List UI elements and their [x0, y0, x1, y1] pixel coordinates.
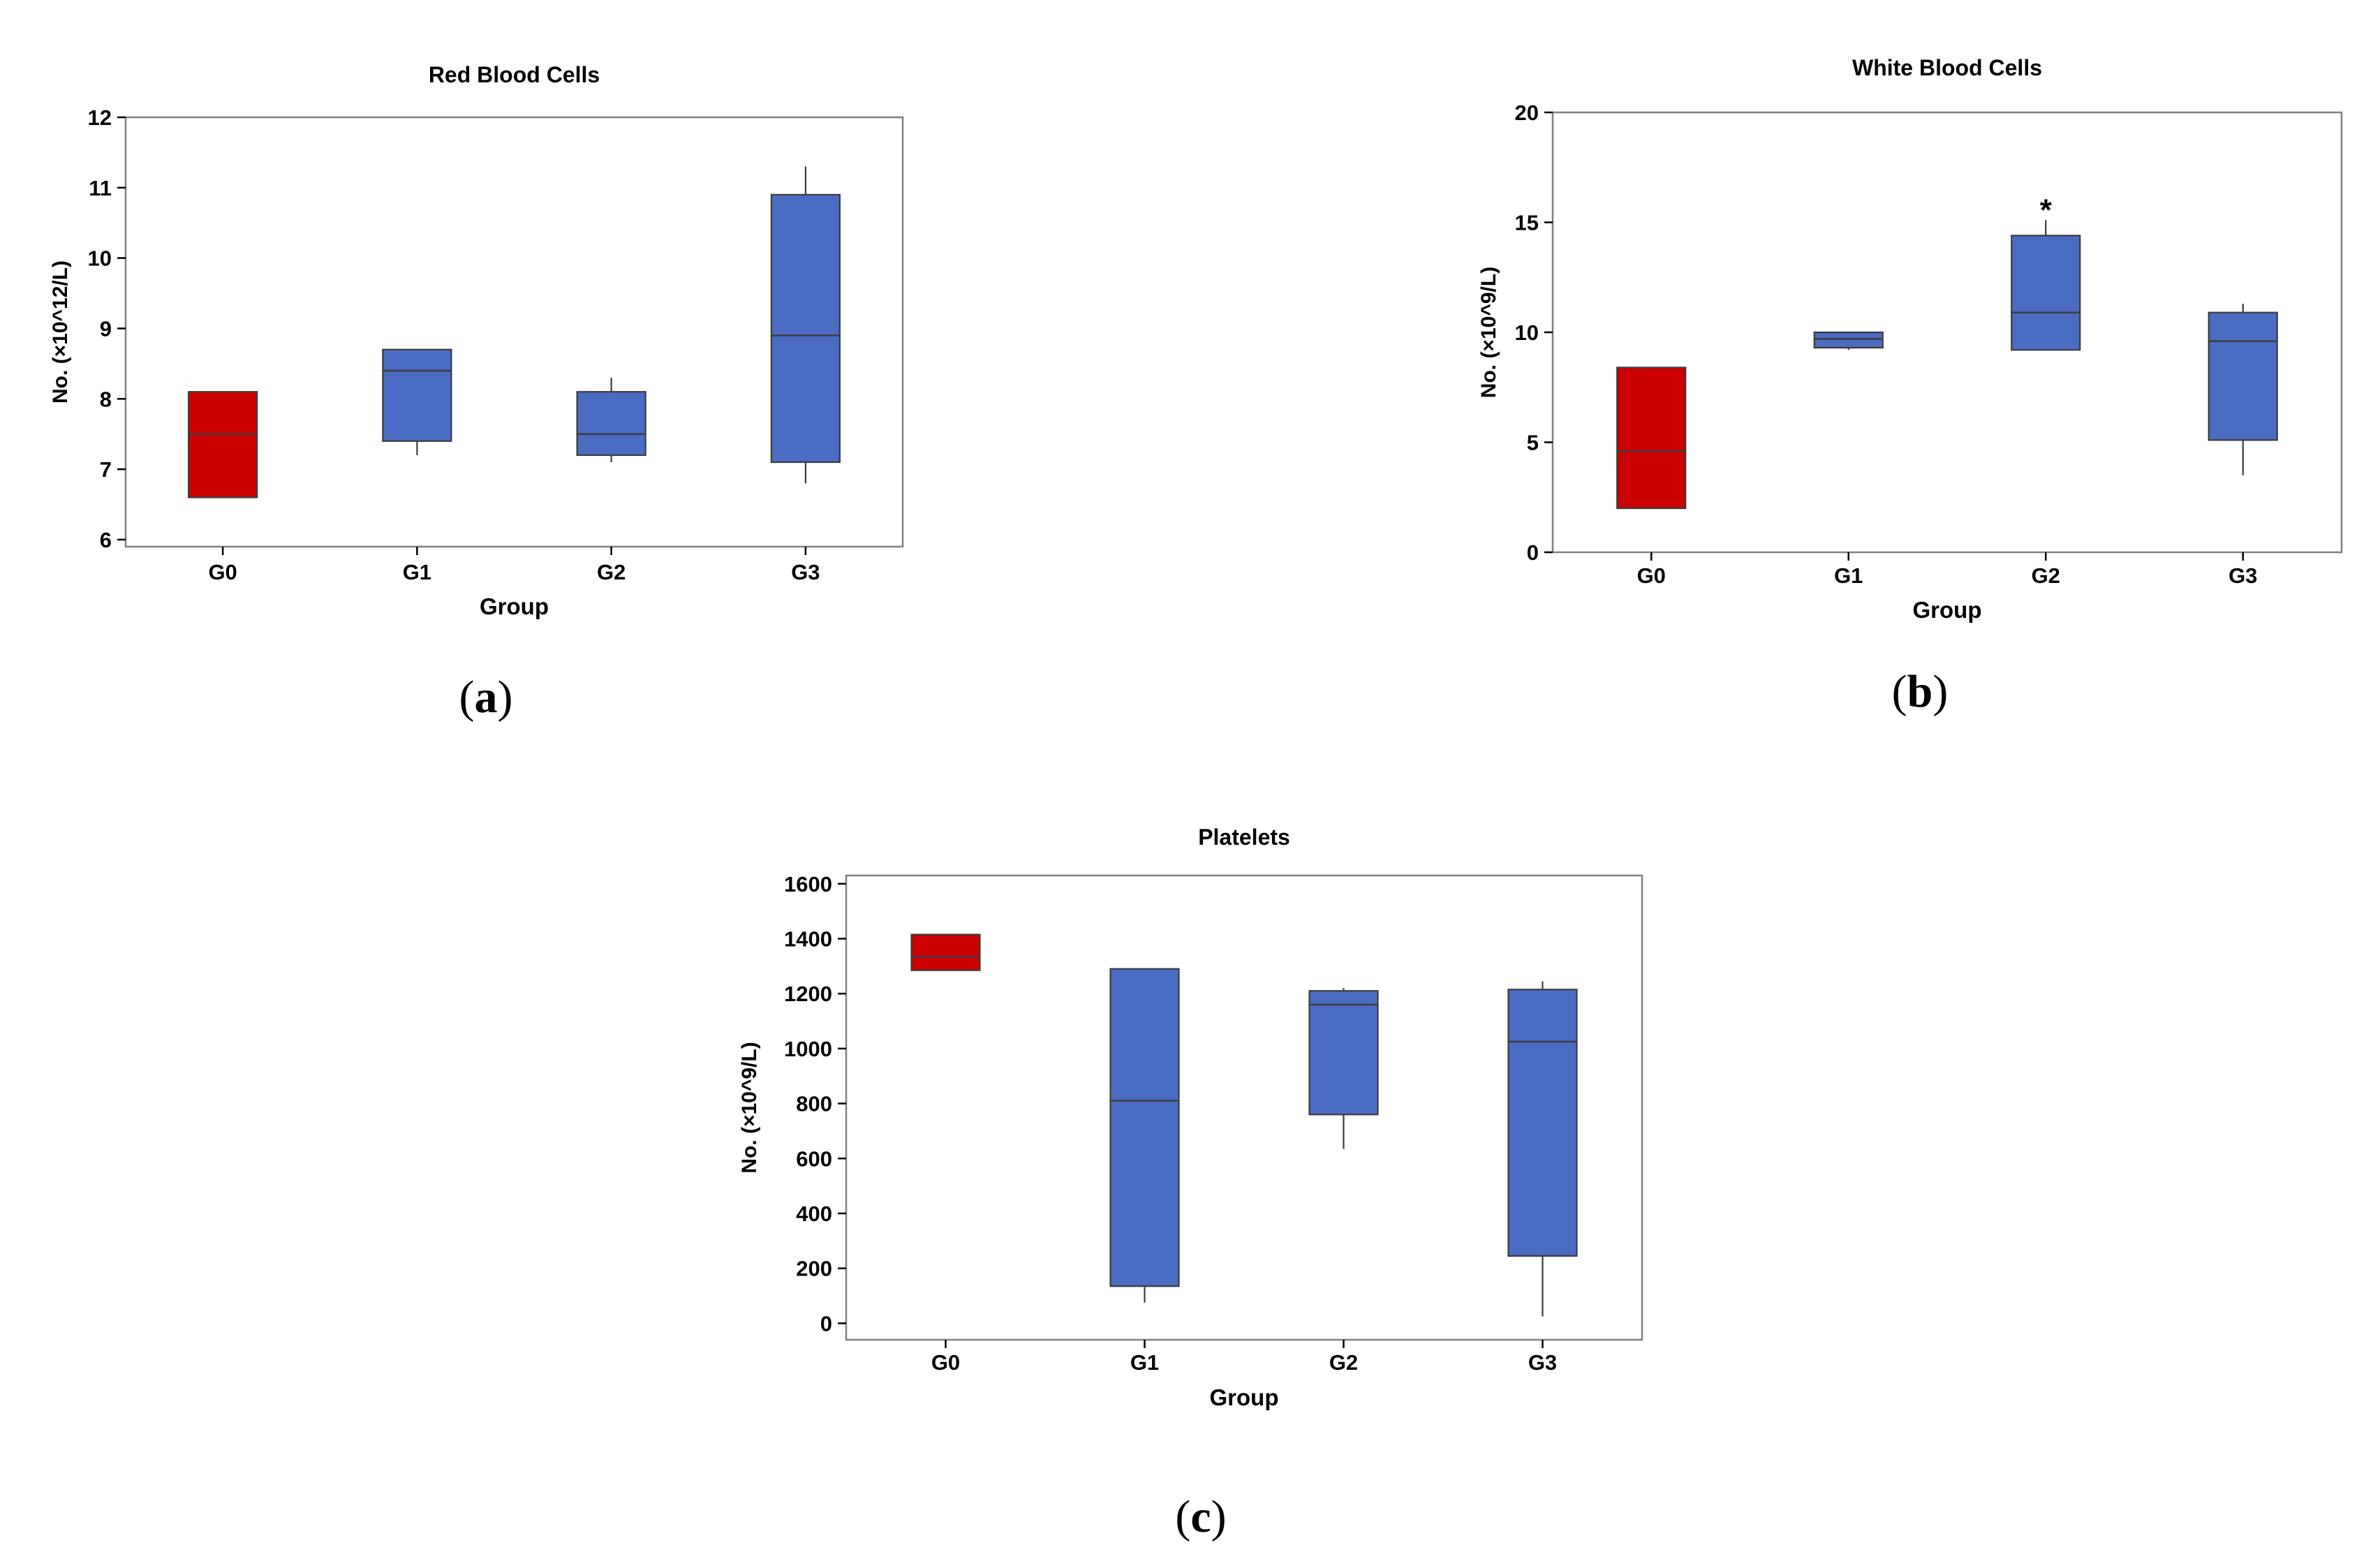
box-g3	[1507, 981, 1578, 1317]
x-tick-label: G1	[1130, 1350, 1159, 1375]
panel-label-open: (	[1175, 1491, 1190, 1542]
y-axis-label: No. (×10^9/L)	[738, 1042, 761, 1173]
panel-letter: b	[1907, 666, 1933, 717]
x-tick-label: G3	[2229, 563, 2257, 588]
y-tick-label: 1200	[784, 982, 832, 1006]
y-tick-label: 800	[796, 1092, 832, 1116]
box-g2	[576, 378, 646, 463]
y-tick-label: 6	[100, 528, 112, 552]
iqr-box	[2208, 311, 2278, 441]
x-tick-label: G0	[931, 1350, 960, 1375]
iqr-box	[1308, 990, 1379, 1116]
x-axis-label: Group	[1210, 1384, 1279, 1410]
y-tick-label: 1600	[784, 872, 832, 896]
x-tick-label: G3	[791, 560, 820, 584]
chart-title: White Blood Cells	[1852, 55, 2042, 80]
chart-title: Red Blood Cells	[429, 62, 600, 87]
box-g3	[770, 166, 841, 484]
chart-c: Platelets 0 200 400 600 800 1000 1200 1400 1600 G0…	[738, 825, 1643, 1410]
panel-label-close: )	[498, 672, 513, 723]
x-tick-label: G2	[597, 560, 626, 584]
box-g0	[188, 391, 258, 498]
y-tick-label: 11	[89, 176, 112, 200]
panel-label-open: (	[1892, 666, 1907, 717]
iqr-box	[910, 933, 981, 971]
x-axis-label: Group	[1913, 597, 1982, 623]
panel-letter: a	[475, 672, 498, 723]
panel-label-close: )	[1211, 1491, 1227, 1542]
plot-frame	[124, 116, 904, 548]
iqr-box	[770, 193, 841, 464]
iqr-box	[1813, 331, 1884, 349]
x-tick-label: G1	[1834, 563, 1863, 588]
x-tick-label: G2	[2032, 563, 2060, 588]
y-axis-label: No. (×10^9/L)	[1477, 267, 1500, 398]
y-tick-label: 10	[1515, 320, 1539, 345]
panel-label-close: )	[1932, 666, 1948, 717]
x-axis-label: Group	[480, 593, 549, 619]
plot-frame	[845, 874, 1643, 1341]
iqr-box	[2011, 235, 2081, 351]
chart-b: White Blood Cells 0 5 10 15 20 G0 G1 G2 G3 Group No…	[1477, 55, 2343, 623]
iqr-box	[1109, 968, 1180, 1287]
x-tick-label: G0	[208, 560, 237, 584]
panel-label: (b)	[1892, 666, 1949, 717]
box-g2	[1308, 988, 1379, 1149]
x-tick-label: G0	[1637, 563, 1666, 588]
box-g0	[910, 933, 981, 971]
panel-label-open: (	[459, 672, 475, 723]
y-tick-label: 400	[796, 1202, 832, 1226]
box-g1	[382, 348, 452, 455]
y-tick-label: 7	[100, 457, 112, 482]
y-tick-label: 1000	[784, 1037, 832, 1061]
y-tick-label: 200	[796, 1257, 832, 1281]
y-tick-label: 20	[1515, 101, 1539, 125]
y-axis-label: No. (×10^12/L)	[49, 260, 72, 404]
iqr-box	[1507, 989, 1578, 1257]
chart-title: Platelets	[1198, 825, 1290, 850]
panel-label: (a)	[459, 672, 513, 723]
box-g0	[1616, 367, 1687, 510]
y-tick-label: 15	[1515, 211, 1539, 235]
iqr-box	[576, 391, 646, 457]
iqr-box	[188, 391, 258, 498]
chart-a: Red Blood Cells 6 7 8 9 10 11 12 G0 G1 G2 G3 Group No…	[49, 62, 904, 619]
y-tick-label: 600	[796, 1146, 832, 1171]
panel-label: (c)	[1175, 1491, 1226, 1542]
y-tick-label: 9	[100, 316, 112, 341]
x-tick-label: G2	[1329, 1350, 1358, 1375]
y-tick-label: 0	[820, 1311, 832, 1336]
box-g1	[1813, 331, 1884, 350]
y-tick-label: 0	[1527, 540, 1539, 565]
y-tick-label: 8	[100, 387, 112, 411]
box-g1	[1109, 968, 1180, 1303]
panel-letter: c	[1190, 1491, 1211, 1542]
significance-marker: *	[2040, 193, 2053, 227]
box-g3	[2208, 304, 2278, 475]
box-g2	[2011, 220, 2081, 351]
y-tick-label: 12	[88, 105, 112, 130]
y-tick-label: 10	[88, 246, 112, 271]
iqr-box	[1616, 367, 1687, 510]
iqr-box	[382, 348, 452, 442]
x-tick-label: G1	[403, 560, 431, 584]
x-tick-label: G3	[1528, 1350, 1557, 1375]
y-tick-label: 1400	[784, 927, 832, 952]
y-tick-label: 5	[1527, 431, 1539, 455]
